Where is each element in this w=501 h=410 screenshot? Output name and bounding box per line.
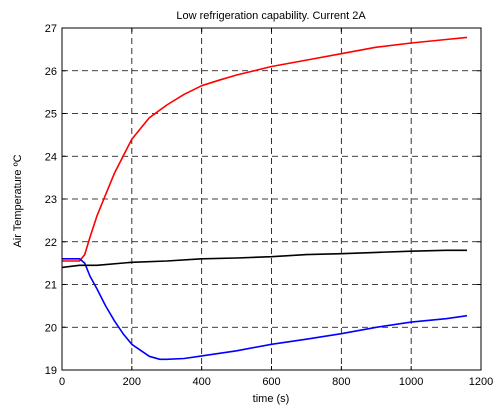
x-tick-label: 400 — [192, 376, 210, 388]
y-tick-label: 21 — [45, 280, 57, 292]
y-tick-label: 24 — [45, 151, 57, 163]
y-tick-label: 20 — [45, 322, 57, 334]
x-tick-label: 1000 — [399, 376, 423, 388]
grid — [62, 28, 481, 370]
series-line-2 — [61, 249, 467, 269]
y-tick-label: 27 — [45, 23, 57, 35]
chart-title: Low refrigeration capability. Current 2A — [176, 10, 366, 22]
y-tick-label: 22 — [45, 237, 57, 249]
x-tick-label: 1200 — [469, 376, 493, 388]
x-tick-label: 800 — [332, 376, 350, 388]
x-tick-label: 600 — [262, 376, 280, 388]
ticks: 0 200 400 600 800 1000 1200 19 20 21 22 23 24 25 26 27 — [45, 23, 493, 388]
series-line-1 — [62, 257, 468, 361]
y-tick-label: 19 — [45, 365, 57, 377]
y-tick-label: 26 — [45, 66, 57, 78]
y-tick-label: 25 — [45, 109, 57, 121]
y-axis-label: Air Temperature ºC — [12, 154, 24, 247]
x-tick-label: 0 — [59, 376, 65, 388]
x-tick-label: 200 — [123, 376, 141, 388]
series-lines — [61, 36, 468, 361]
x-axis-label: time (s) — [253, 393, 290, 405]
series-line-0 — [62, 36, 468, 262]
y-tick-label: 23 — [45, 194, 57, 206]
